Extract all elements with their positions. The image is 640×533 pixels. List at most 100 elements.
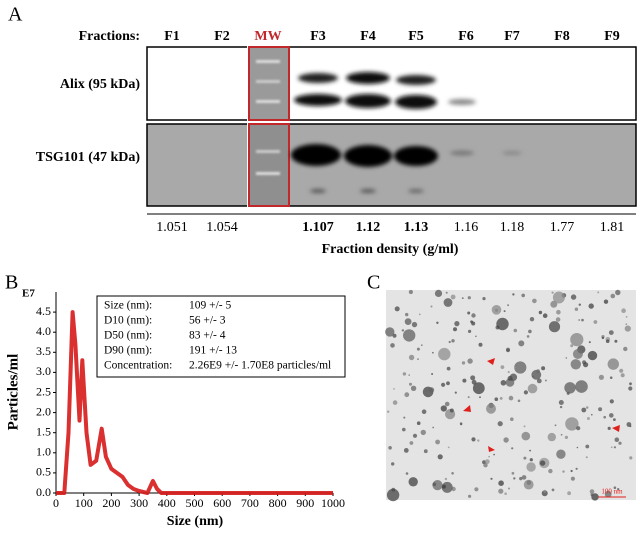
particle xyxy=(585,444,590,449)
particle xyxy=(526,462,536,472)
particle xyxy=(574,307,579,311)
blot-tsg101 xyxy=(146,123,637,207)
particle xyxy=(609,413,614,418)
lane-label: F8 xyxy=(554,29,570,44)
density-value: 1.18 xyxy=(500,220,525,235)
x-tick-label: 200 xyxy=(102,496,120,510)
particle xyxy=(529,317,535,322)
particle xyxy=(475,335,477,338)
particle xyxy=(408,374,411,376)
particle xyxy=(529,458,533,462)
particle xyxy=(418,313,421,316)
y-tick-label: 3.0 xyxy=(36,364,51,378)
particle xyxy=(564,435,569,439)
particle xyxy=(459,422,463,425)
particle xyxy=(543,489,547,493)
particle xyxy=(468,494,472,498)
particle xyxy=(461,297,464,299)
particle xyxy=(410,385,417,391)
particle xyxy=(521,475,527,480)
lane-label: F9 xyxy=(604,29,620,44)
particle xyxy=(578,303,581,306)
y-tick-label: 2.5 xyxy=(36,384,51,398)
particle xyxy=(610,293,616,299)
particle xyxy=(597,291,600,294)
y-axis-label: Particles/ml xyxy=(5,354,21,431)
particle xyxy=(621,308,626,314)
particle xyxy=(416,421,421,426)
particle xyxy=(431,373,434,375)
x-tick-label: 100 xyxy=(75,496,93,510)
particle xyxy=(447,446,450,449)
particle xyxy=(507,370,510,374)
particle xyxy=(565,417,579,431)
particle xyxy=(434,289,443,297)
particle xyxy=(506,348,510,353)
particle xyxy=(588,341,591,344)
particle xyxy=(409,441,414,445)
particle xyxy=(403,416,406,419)
row-label: TSG101 (47 kDa) xyxy=(36,150,141,165)
particle xyxy=(609,399,614,404)
particle xyxy=(629,456,633,460)
particle xyxy=(432,482,437,487)
particle xyxy=(604,490,612,498)
particle xyxy=(523,425,526,428)
particle xyxy=(468,329,472,333)
particle xyxy=(394,306,400,312)
particle xyxy=(565,357,568,359)
particle xyxy=(462,378,467,383)
lane-label: F2 xyxy=(214,29,230,44)
lane-label: F5 xyxy=(408,29,424,44)
particle xyxy=(517,399,521,403)
particle xyxy=(575,380,588,393)
particle xyxy=(408,354,415,361)
blot-alix xyxy=(146,46,637,121)
particle xyxy=(567,491,571,496)
particle xyxy=(478,342,483,347)
stats-box xyxy=(96,295,346,378)
particle xyxy=(404,392,410,398)
particle xyxy=(607,358,619,370)
particle xyxy=(560,433,563,436)
particle xyxy=(508,487,510,490)
particle xyxy=(620,373,625,378)
particle xyxy=(512,293,515,296)
panel-label: C xyxy=(367,272,380,294)
y-tick-label: 4.0 xyxy=(36,324,51,338)
particle xyxy=(486,403,496,414)
particle xyxy=(542,313,548,319)
particle xyxy=(453,327,457,332)
particle xyxy=(393,388,395,390)
particle xyxy=(509,373,518,381)
particle xyxy=(441,484,446,489)
particle xyxy=(482,297,486,301)
stat-value: 83 +/- 4 xyxy=(189,330,226,342)
particle xyxy=(444,477,448,481)
particle xyxy=(519,476,523,481)
particle xyxy=(498,480,504,487)
particle xyxy=(514,366,517,369)
density-label: Fraction density (g/ml) xyxy=(322,242,459,257)
particle xyxy=(446,366,451,371)
particle xyxy=(471,321,476,326)
particle xyxy=(401,329,405,332)
x-tick-label: 900 xyxy=(296,496,314,510)
particle xyxy=(420,429,426,436)
particle xyxy=(578,319,581,321)
particle xyxy=(572,349,583,359)
particle xyxy=(428,387,435,393)
particle xyxy=(491,305,502,315)
particle xyxy=(403,448,409,453)
lane-label: F7 xyxy=(504,29,520,44)
particle xyxy=(432,351,434,354)
particle xyxy=(498,488,504,494)
particle xyxy=(548,321,561,333)
particle xyxy=(518,340,525,347)
particle xyxy=(423,449,428,454)
particle xyxy=(581,407,587,413)
row-label: Alix (95 kDa) xyxy=(60,77,140,92)
particle xyxy=(472,382,485,395)
particle xyxy=(559,405,563,409)
particle xyxy=(437,454,443,460)
